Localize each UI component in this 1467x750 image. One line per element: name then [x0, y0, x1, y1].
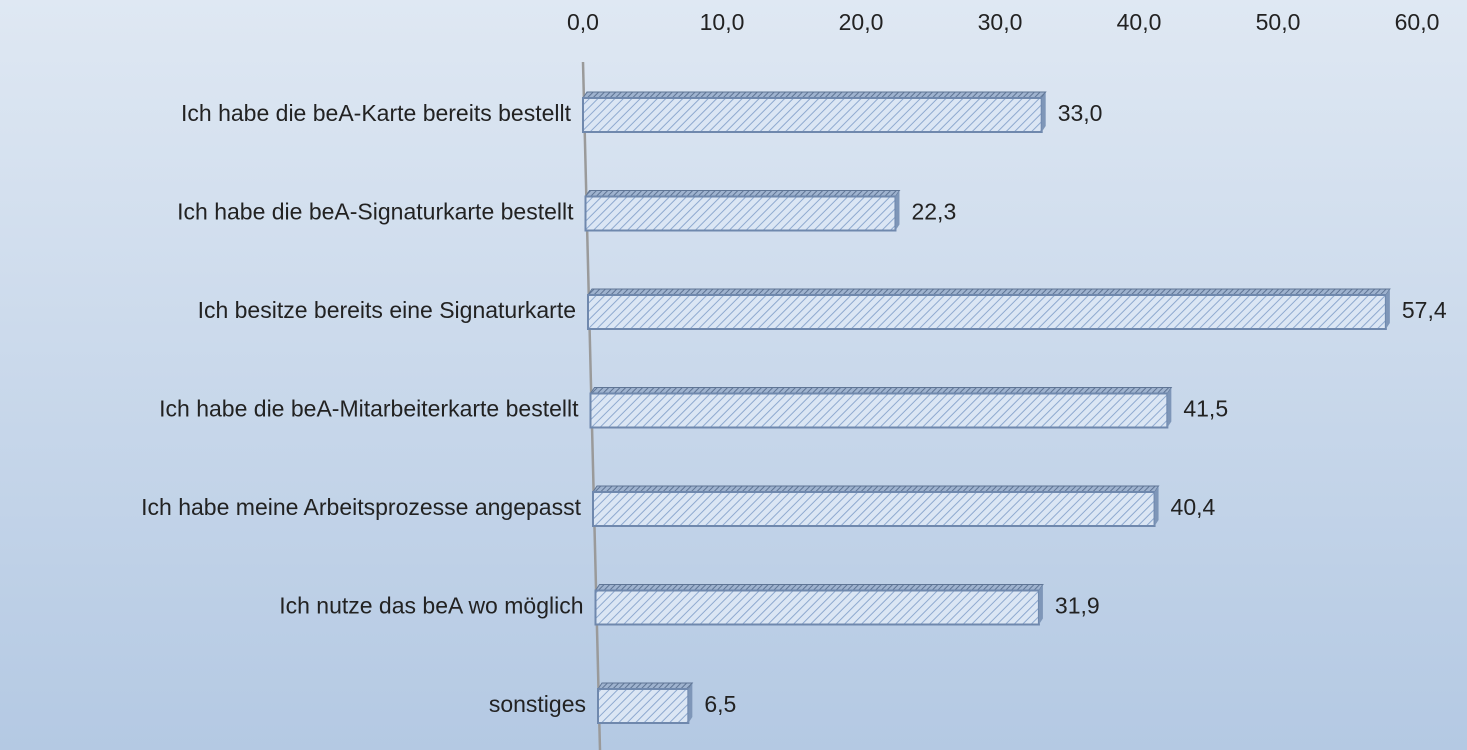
x-tick-label: 50,0	[1256, 9, 1301, 35]
data-label: 6,5	[704, 691, 736, 717]
y-tick-label: Ich habe meine Arbeitsprozesse angepasst	[141, 494, 581, 520]
bar	[594, 584, 1044, 626]
bar-part	[1038, 584, 1043, 625]
y-tick-label: Ich habe die beA-Mitarbeiterkarte bestel…	[159, 396, 579, 422]
x-tick-label: 10,0	[700, 9, 745, 35]
bar	[587, 288, 1391, 330]
x-tick-label: 30,0	[978, 9, 1023, 35]
bar-part	[587, 294, 1387, 330]
bar-part	[594, 589, 1040, 626]
bar-part	[1041, 92, 1046, 132]
x-tick-label: 60,0	[1395, 9, 1440, 35]
bar-part	[597, 688, 690, 724]
bar-part	[1154, 486, 1159, 526]
data-label: 57,4	[1402, 297, 1447, 323]
x-tick-label: 20,0	[839, 9, 884, 35]
bar	[584, 190, 901, 232]
x-tick-label: 40,0	[1117, 9, 1162, 35]
bar	[582, 91, 1047, 133]
bar-part	[589, 392, 1169, 429]
x-tick-label: 0,0	[567, 9, 599, 35]
bar-part	[582, 97, 1043, 133]
y-tick-label: Ich habe die beA-Karte bereits bestellt	[181, 100, 572, 126]
data-label: 40,4	[1171, 494, 1216, 520]
y-tick-label: Ich nutze das beA wo möglich	[279, 593, 583, 619]
bar-part	[592, 491, 1156, 527]
data-label: 33,0	[1058, 100, 1103, 126]
bar-part	[584, 195, 897, 232]
data-label: 31,9	[1055, 593, 1100, 619]
bar	[592, 485, 1160, 527]
data-label: 22,3	[911, 199, 956, 225]
bar-part	[895, 190, 900, 231]
data-label: 41,5	[1183, 396, 1228, 422]
y-tick-label: Ich habe die beA-Signaturkarte bestellt	[177, 199, 574, 225]
bar-part	[1167, 387, 1172, 428]
y-tick-label: sonstiges	[489, 691, 586, 717]
y-tick-label: Ich besitze bereits eine Signaturkarte	[198, 297, 576, 323]
bar-part	[688, 683, 693, 723]
bar	[589, 387, 1173, 429]
bar	[597, 682, 694, 724]
bar-part	[1385, 289, 1390, 329]
